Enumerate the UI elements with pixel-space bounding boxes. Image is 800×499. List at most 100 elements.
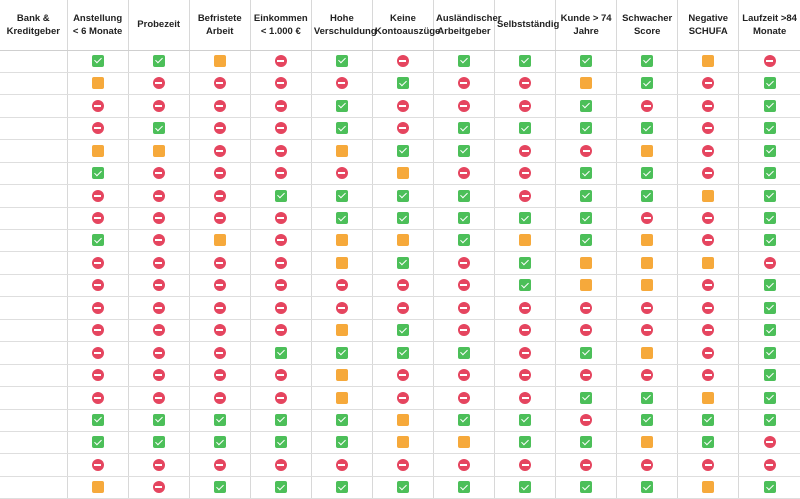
status-cell [372,341,434,365]
status-cell [738,117,800,141]
minus-icon [580,144,593,157]
partial-icon [396,436,409,449]
bank-cell [0,319,68,343]
bank-cell [0,94,68,118]
status-cell [67,184,129,208]
status-cell [372,139,434,163]
minus-icon [580,324,593,337]
minus-icon [91,369,104,382]
status-cell [250,117,312,141]
status-cell [738,139,800,163]
status-cell [494,184,557,208]
status-cell [128,274,190,298]
minus-icon [396,301,409,314]
minus-icon [91,122,104,135]
minus-icon [91,458,104,471]
check-icon [274,189,287,202]
check-icon [763,301,776,314]
partial-icon [702,189,715,202]
partial-icon [396,167,409,180]
status-cell [250,72,312,96]
status-cell [738,274,800,298]
status-cell [311,409,373,432]
status-cell [128,431,190,455]
table-row [0,94,800,118]
check-icon [763,369,776,382]
status-cell [677,117,740,141]
bank-cell [0,251,68,275]
status-cell [250,94,312,118]
minus-icon [152,481,165,494]
table-row [0,162,800,186]
status-cell [372,117,434,141]
status-cell [128,476,190,499]
minus-icon [519,99,532,112]
minus-icon [213,279,226,292]
check-icon [457,212,470,225]
check-icon [519,122,532,135]
status-cell [616,229,679,253]
status-cell [555,409,618,432]
table-row [0,431,800,455]
status-cell [128,296,190,320]
minus-icon [457,324,470,337]
status-cell [555,162,618,186]
check-icon [519,279,532,292]
minus-icon [213,77,226,90]
status-cell [189,319,251,343]
status-cell [555,184,618,208]
header-schwacher-score: Schwacher Score [616,0,679,51]
partial-icon [457,436,470,449]
minus-icon [274,369,287,382]
minus-icon [335,458,348,471]
status-cell [555,296,618,320]
bank-cell [0,296,68,320]
minus-icon [702,279,715,292]
status-cell [738,72,800,96]
minus-icon [457,167,470,180]
partial-icon [335,144,348,157]
check-icon [396,346,409,359]
table-row [0,341,800,365]
status-cell [433,207,496,231]
status-cell [555,72,618,96]
status-cell [616,50,679,73]
status-cell [616,319,679,343]
check-icon [91,413,104,426]
check-icon [335,413,348,426]
check-icon [213,413,226,426]
minus-icon [580,369,593,382]
minus-icon [274,234,287,247]
minus-icon [519,77,532,90]
status-cell [250,50,312,73]
status-cell [738,207,800,231]
status-cell [555,341,618,365]
minus-icon [274,458,287,471]
status-cell [677,251,740,275]
check-icon [580,212,593,225]
status-cell [433,184,496,208]
check-icon [335,481,348,494]
status-cell [555,364,618,388]
status-cell [372,364,434,388]
check-icon [519,436,532,449]
table-row [0,139,800,163]
check-icon [580,391,593,404]
status-cell [372,453,434,477]
check-icon [335,212,348,225]
status-cell [189,296,251,320]
status-cell [67,386,129,410]
status-cell [128,386,190,410]
status-cell [555,319,618,343]
status-cell [616,476,679,499]
table-row [0,319,800,343]
status-cell [433,72,496,96]
header-einkommen: Einkommen < 1.000 € [250,0,312,51]
status-cell [67,229,129,253]
minus-icon [213,458,226,471]
status-cell [250,453,312,477]
status-cell [738,229,800,253]
partial-icon [519,234,532,247]
status-cell [555,386,618,410]
status-cell [616,386,679,410]
